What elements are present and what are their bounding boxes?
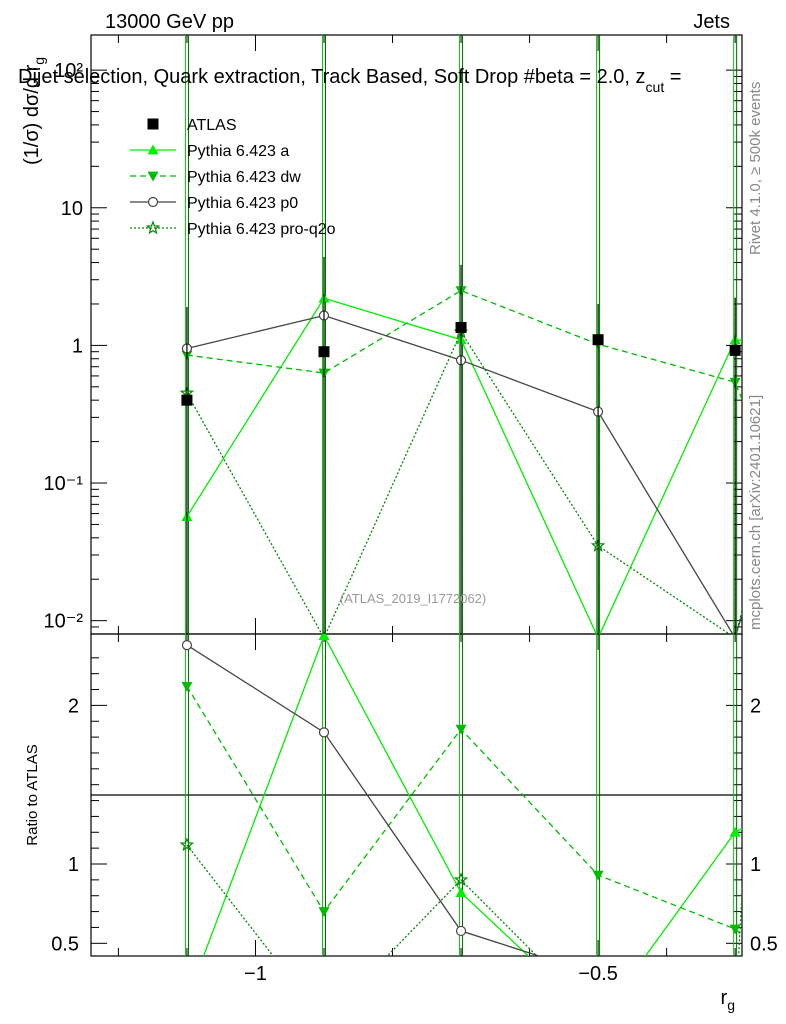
ratio-y-tick-label-right: 2 — [750, 695, 761, 717]
series-point — [729, 1015, 741, 1024]
legend-marker-atlas — [147, 118, 159, 130]
legend: ATLAS Pythia 6.423 a Pythia 6.423 dw Pythia… — [130, 117, 336, 238]
atlas-point — [455, 321, 467, 333]
series-point — [455, 925, 467, 937]
series-point — [181, 995, 192, 1005]
series-point — [318, 1015, 329, 1024]
series-line — [186, 297, 742, 634]
series-line — [186, 844, 742, 956]
legend-marker — [147, 171, 159, 182]
main-y-axis: 10⁻² 10⁻¹ 1 10 10² — [44, 60, 742, 635]
plot-title: Dijet selection, Quark extraction, Track… — [18, 66, 681, 95]
series-line — [202, 634, 742, 956]
ratio-y-tick-label: 1 — [68, 854, 79, 876]
ratio-y-tick-label: 0.5 — [51, 933, 79, 955]
legend-marker — [147, 196, 159, 208]
atlas-point — [592, 334, 604, 346]
header-jets: Jets — [693, 11, 730, 33]
ratio-y-tick-label-right: 1 — [750, 854, 761, 876]
main-y-tick-label: 10⁻² — [44, 611, 84, 633]
series-point — [318, 727, 330, 738]
ratio-series-group — [179, 634, 742, 1024]
series-point — [731, 1017, 740, 1024]
series-line — [186, 289, 742, 402]
watermark: (ATLAS_2019_I1772062) — [340, 591, 486, 606]
legend-marker — [147, 144, 159, 155]
ratio-y-label: Ratio to ATLAS — [24, 744, 41, 845]
x-tick-label: −1 — [244, 963, 267, 985]
series-line — [186, 330, 742, 634]
series-point — [729, 826, 741, 837]
series-point — [592, 870, 604, 881]
main-y-tick-label: 10 — [61, 198, 83, 220]
x-axis-label: rg — [721, 987, 735, 1013]
legend-label: Pythia 6.423 dw — [187, 169, 301, 186]
series-point — [455, 887, 467, 897]
atlas-point — [729, 344, 741, 356]
ratio-y-tick-label: 2 — [68, 695, 79, 717]
series-point — [179, 837, 195, 852]
legend-label: Pythia 6.423 a — [187, 143, 289, 160]
mcplots-label: mcplots.cern.ch [arXiv:2401.10621] — [747, 395, 764, 630]
atlas-point — [318, 346, 330, 358]
series-point — [318, 907, 330, 918]
main-series-group — [179, 35, 742, 634]
x-tick-label: −0.5 — [578, 963, 617, 985]
series-point — [455, 724, 467, 735]
series-point — [729, 924, 741, 935]
ratio-y-tick-label-right: 0.5 — [750, 933, 778, 955]
legend-marker — [145, 220, 161, 235]
legend-label: ATLAS — [187, 117, 237, 134]
main-y-tick-label: 1 — [72, 335, 83, 357]
series-point — [453, 872, 469, 887]
series-point — [181, 640, 193, 651]
atlas-point — [181, 394, 193, 406]
series-line — [186, 314, 742, 634]
series-line — [186, 644, 542, 956]
rivet-label: Rivet 4.1.0, ≥ 500k events — [747, 82, 764, 255]
series-line — [186, 685, 742, 937]
series-point — [318, 634, 330, 640]
legend-label: Pythia 6.423 pro-q2o — [187, 221, 336, 238]
header-energy: 13000 GeV pp — [105, 11, 234, 33]
series-point — [592, 1012, 603, 1023]
series-point — [593, 1016, 604, 1024]
legend-label: Pythia 6.423 p0 — [187, 195, 298, 212]
main-y-label: (1/σ) dσ/d rg — [21, 57, 47, 165]
main-y-tick-label: 10⁻¹ — [44, 473, 84, 495]
series-point — [181, 681, 193, 692]
main-y-tick-label: 10² — [54, 60, 83, 82]
